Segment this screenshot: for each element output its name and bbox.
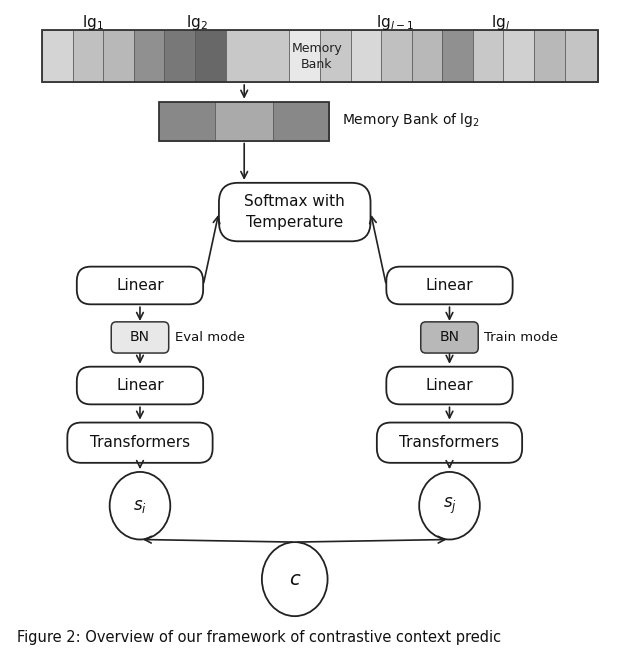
Text: Linear: Linear [116,378,164,393]
Bar [164,30,195,82]
Text: $s_j$: $s_j$ [442,495,456,516]
Text: Eval mode: Eval mode [175,331,244,344]
Text: BN: BN [440,330,460,344]
Text: Linear: Linear [426,378,474,393]
Text: c: c [289,570,300,589]
Bar [159,101,330,141]
FancyBboxPatch shape [420,322,478,353]
Bar [564,30,598,82]
Bar [351,30,381,82]
Bar [381,30,412,82]
Bar [225,30,289,82]
Ellipse shape [419,472,480,540]
Text: $\mathrm{lg}_{l-1}$: $\mathrm{lg}_{l-1}$ [376,13,413,32]
FancyBboxPatch shape [67,422,212,463]
Text: Memory Bank of $\mathregular{lg}_2$: Memory Bank of $\mathregular{lg}_2$ [342,111,480,129]
FancyBboxPatch shape [387,266,513,304]
Text: Transformers: Transformers [399,435,500,450]
Text: Train mode: Train mode [484,331,558,344]
Bar [273,101,330,141]
Bar [159,101,215,141]
Text: Memory
Bank: Memory Bank [291,41,342,70]
Text: $\mathrm{lg}_1$: $\mathrm{lg}_1$ [82,13,104,32]
Ellipse shape [109,472,170,540]
Bar [320,30,351,82]
Text: BN: BN [130,330,150,344]
FancyBboxPatch shape [77,367,203,405]
Text: Linear: Linear [426,278,474,293]
Text: Softmax with
Temperature: Softmax with Temperature [244,194,345,230]
Bar [504,30,534,82]
Bar [534,30,564,82]
Text: $\mathrm{lg}_2$: $\mathrm{lg}_2$ [186,13,208,32]
Bar [473,30,504,82]
FancyBboxPatch shape [111,322,169,353]
FancyBboxPatch shape [387,367,513,405]
Text: Transformers: Transformers [90,435,190,450]
Bar [412,30,442,82]
Ellipse shape [262,542,328,616]
Bar [195,30,225,82]
Bar [42,30,598,82]
FancyBboxPatch shape [77,266,203,304]
Bar [134,30,164,82]
Text: $s_i$: $s_i$ [133,497,147,515]
FancyBboxPatch shape [377,422,522,463]
Bar [289,30,320,82]
Bar [103,30,134,82]
Bar [442,30,473,82]
Text: Linear: Linear [116,278,164,293]
Bar [42,30,72,82]
FancyBboxPatch shape [219,183,371,241]
Text: Figure 2: Overview of our framework of contrastive context predic: Figure 2: Overview of our framework of c… [17,630,501,645]
Text: $\mathrm{lg}_l$: $\mathrm{lg}_l$ [490,13,509,32]
Bar [72,30,103,82]
Bar [215,101,273,141]
